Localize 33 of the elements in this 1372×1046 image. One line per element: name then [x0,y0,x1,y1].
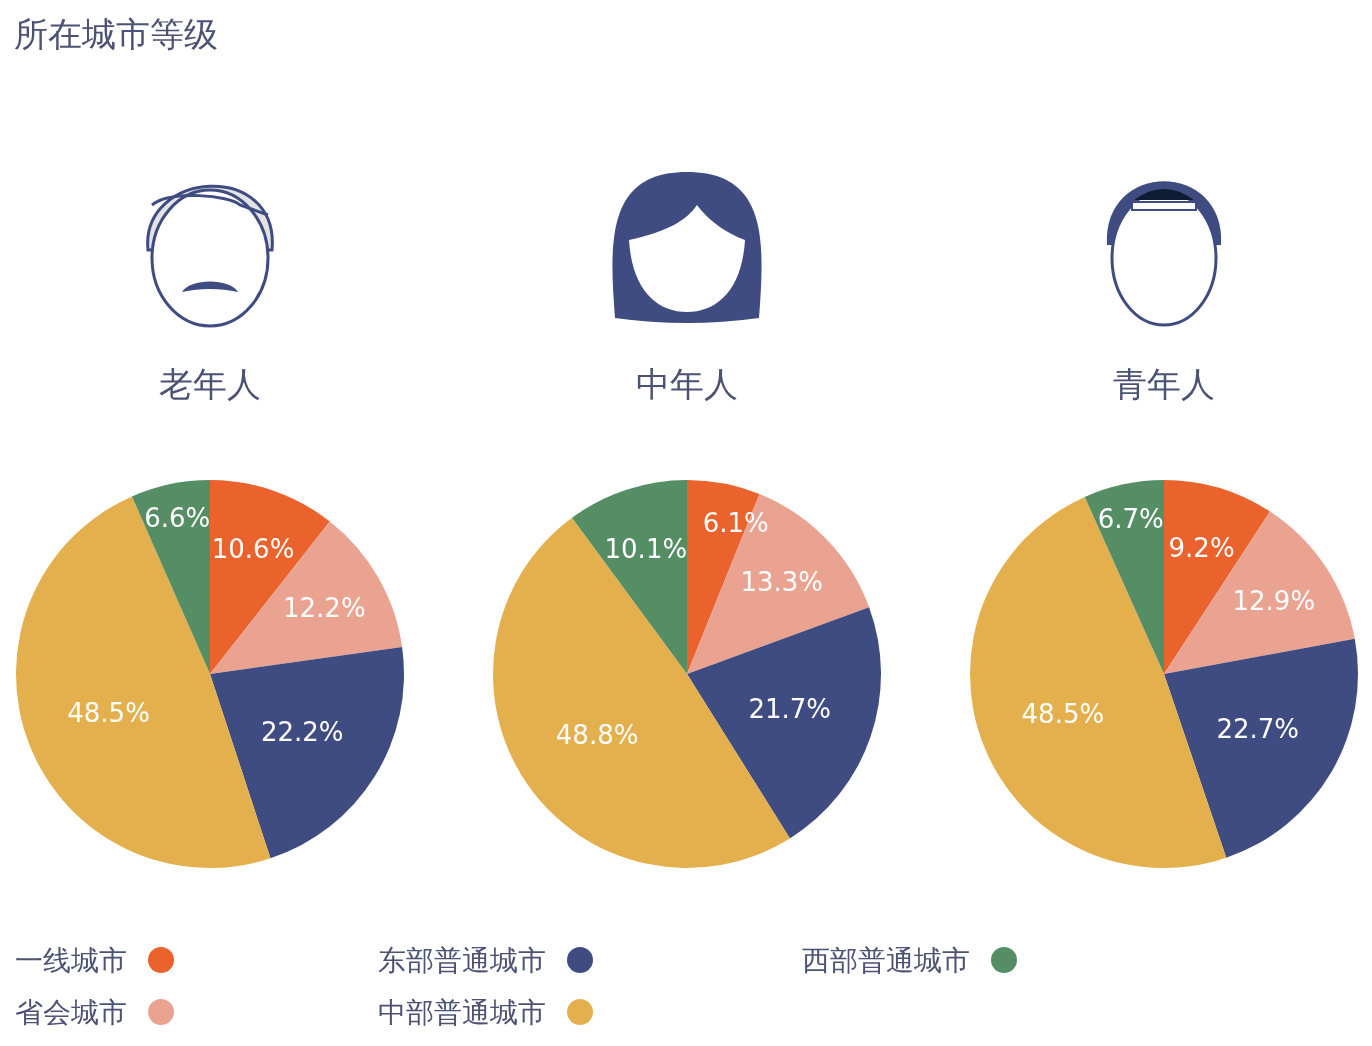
data-label: 48.5% [67,697,150,728]
pie-slice [1164,638,1358,858]
data-label: 6.6% [144,503,211,534]
chart-title: 中年人 [636,364,738,404]
pie-slice [131,480,210,674]
data-label: 12.2% [283,593,366,624]
legend-label: 中部普通城市 [378,995,546,1029]
legend-label: 一线城市 [15,943,127,977]
pie-slice [687,494,870,674]
data-label: 10.6% [211,534,295,565]
text: 所在城市等级 [14,13,218,54]
data-label: 22.7% [1216,714,1299,745]
data-label: 12.9% [1232,585,1316,616]
data-label: 6.1% [702,507,769,538]
data-label: 48.8% [555,720,639,751]
chart-title: 老年人 [159,364,261,404]
data-label: 9.2% [1168,532,1235,563]
pie-slice [210,521,403,674]
pie-slice [687,607,881,839]
pie-slice [571,480,687,674]
pie-slice [1084,480,1164,674]
data-label: 22.2% [260,716,344,747]
data-label: 13.3% [740,567,824,598]
data-label: 48.5% [1021,698,1105,729]
legend-label: 东部普通城市 [378,943,546,977]
data-label: 10.1% [604,533,688,564]
data-label: 21.7% [748,694,832,725]
pie-slice [1164,511,1355,674]
legend-label: 省会城市 [15,995,127,1029]
chart-title: 青年人 [1113,364,1215,404]
data-label: 6.7% [1097,503,1164,534]
pie-slice [210,646,404,859]
legend-label: 西部普通城市 [802,943,970,977]
